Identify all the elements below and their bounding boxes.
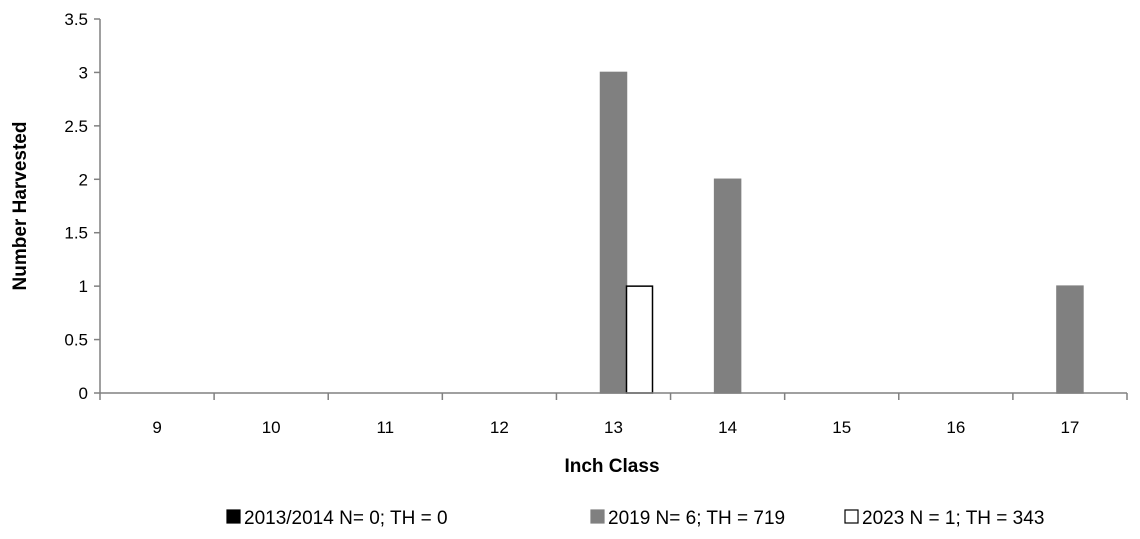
axes-group: [94, 18, 1128, 400]
x-tick-label-16: 16: [946, 418, 965, 437]
legend-swatch-2: [590, 509, 605, 524]
x-tick-label-17: 17: [1060, 418, 1079, 437]
bars-group: [599, 71, 1084, 394]
y-tick-label: 1: [79, 277, 88, 296]
x-tick-label-9: 9: [152, 418, 161, 437]
legend-label-2: 2019 N= 6; TH = 719: [608, 508, 785, 529]
x-tick-label-13: 13: [604, 418, 623, 437]
y-tick-label: 3: [79, 63, 88, 82]
bar-3-13: [625, 285, 654, 394]
legend-swatch-1: [226, 509, 241, 524]
y-tick-label: 0.5: [64, 331, 88, 350]
x-axis-title: Inch Class: [564, 456, 659, 477]
legend-swatch-3: [844, 509, 859, 524]
tick-labels-group: 0 0.5 1 1.5 2 2.5 3 3.5 9 10 11 12 13 14 15 16 17: [64, 10, 1079, 437]
x-tick-label-10: 10: [262, 418, 281, 437]
x-tick-label-11: 11: [376, 418, 394, 437]
y-tick-label: 1.5: [64, 224, 88, 243]
legend-label-1: 2013/2014 N= 0; TH = 0: [244, 508, 448, 529]
x-tick-label-15: 15: [832, 418, 851, 437]
legend: 2013/2014 N= 0; TH = 0 2019 N= 6; TH = 71…: [226, 508, 1044, 529]
x-tick-label-14: 14: [718, 418, 737, 437]
y-tick-label: 0: [79, 384, 88, 403]
bar-2-13: [599, 71, 628, 394]
bar-2-17: [1056, 285, 1084, 394]
y-tick-label: 2.5: [64, 117, 88, 136]
y-tick-label: 3.5: [64, 10, 88, 29]
y-tick-label: 2: [79, 170, 88, 189]
bar-2-14: [713, 178, 742, 394]
x-tick-label-12: 12: [490, 418, 509, 437]
legend-label-3: 2023 N = 1; TH = 343: [862, 508, 1044, 529]
y-axis-title: Number Harvested: [10, 122, 31, 291]
